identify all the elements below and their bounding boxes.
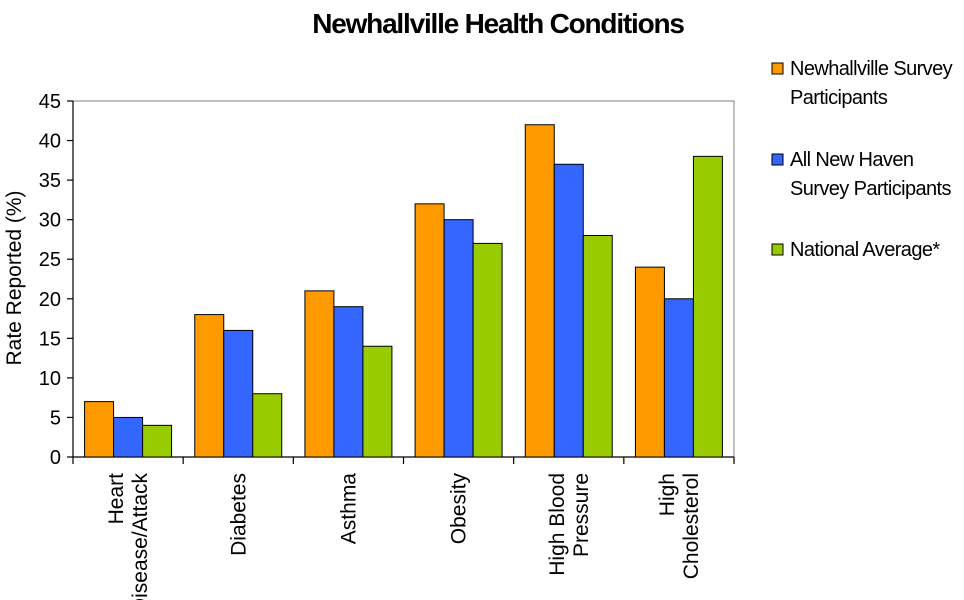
bar <box>142 424 173 458</box>
chart-title: Newhallville Health Conditions <box>312 8 684 39</box>
y-tick-label: 45 <box>39 91 61 113</box>
bar <box>553 163 584 458</box>
bar <box>362 345 393 458</box>
legend-label: National Average* <box>790 239 940 261</box>
bar <box>223 329 254 458</box>
bar <box>663 298 694 458</box>
y-tick-label: 30 <box>39 210 61 232</box>
y-axis-label: Rate Reported (%) <box>3 190 26 365</box>
legend-swatch <box>771 62 784 75</box>
x-tick-label: Asthma <box>337 473 360 545</box>
bar <box>472 242 503 458</box>
legend-label: Participants <box>790 87 888 109</box>
bar <box>333 306 364 458</box>
bar <box>252 393 283 458</box>
y-tick-label: 10 <box>39 368 61 390</box>
y-tick-label: 5 <box>50 407 61 429</box>
y-tick-label: 20 <box>39 289 61 311</box>
plot-area: 0 5 10 15 20 25 30 35 40 45 Heart Disease/Attack Dia… <box>39 91 735 600</box>
y-tick-label: 40 <box>39 131 61 153</box>
y-tick-label: 15 <box>39 328 61 350</box>
bar <box>443 219 474 458</box>
bar <box>84 401 115 458</box>
legend-swatch <box>771 243 784 256</box>
legend: Newhallville Survey Participants All New H… <box>771 58 953 261</box>
legend-label: Survey Participants <box>790 178 951 200</box>
y-tick-label: 35 <box>39 170 61 192</box>
legend-swatch <box>771 153 784 166</box>
bar <box>634 266 665 458</box>
legend-label: Newhallville Survey <box>790 58 953 80</box>
bar <box>194 314 225 458</box>
y-tick-label: 0 <box>50 447 61 469</box>
y-tick-label: 25 <box>39 249 61 271</box>
x-tick-label: Pressure <box>570 473 593 557</box>
bar <box>304 290 335 458</box>
bar <box>692 155 723 458</box>
x-tick-label: Cholesterol <box>680 473 703 579</box>
bar <box>524 124 555 458</box>
x-tick-label: Disease/Attack <box>129 473 152 600</box>
x-tick-label: High Blood <box>546 473 569 576</box>
plot-frame <box>72 100 735 458</box>
x-tick-label: High <box>656 473 679 516</box>
x-tick-label: Obesity <box>448 473 471 545</box>
x-tick-label: Heart <box>105 473 128 525</box>
bar <box>113 416 144 458</box>
x-tick-label: Diabetes <box>227 473 250 556</box>
bar <box>414 203 445 458</box>
legend-label: All New Haven <box>790 149 913 171</box>
bar <box>582 234 613 458</box>
